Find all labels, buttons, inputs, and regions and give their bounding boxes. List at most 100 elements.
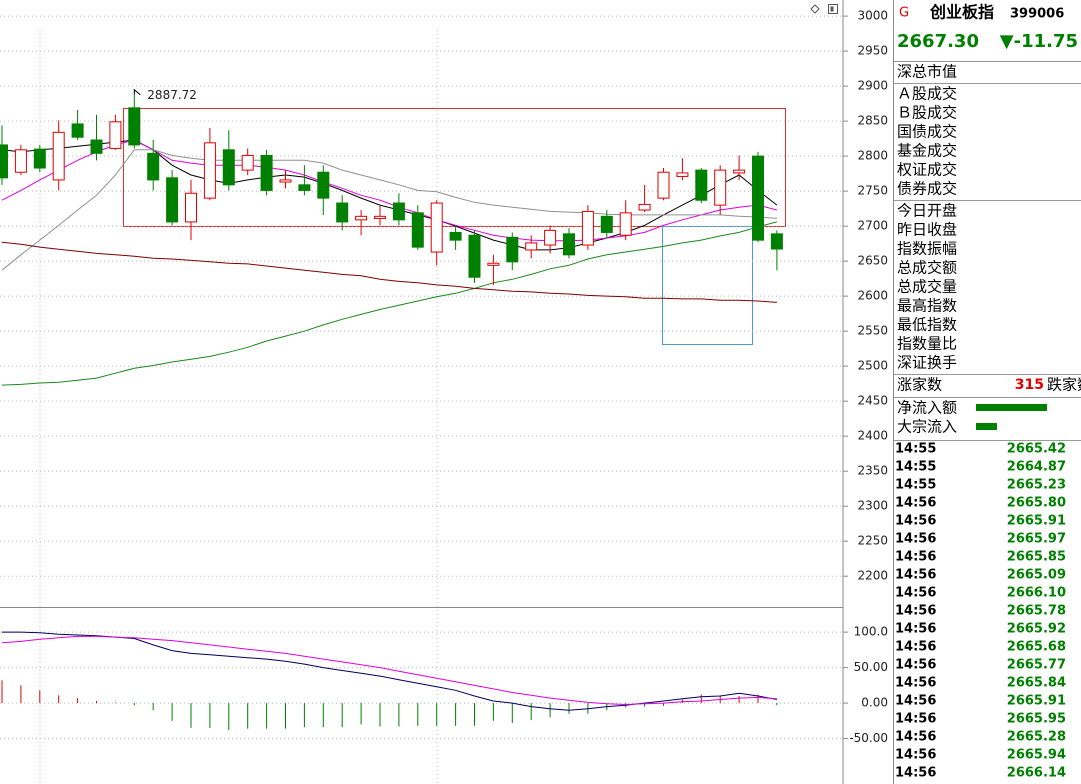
tick-price: 2665.91	[1007, 514, 1066, 529]
candle-body	[600, 215, 613, 233]
candle-body	[128, 107, 141, 146]
y-tick-label: 2850	[857, 114, 888, 128]
tick-time: 14:56	[895, 694, 936, 709]
candle-body	[525, 242, 538, 251]
y-tick-label: 2950	[857, 44, 888, 58]
candle-body	[109, 121, 122, 149]
index-name: 创业板指	[929, 3, 994, 22]
candle-body	[222, 149, 235, 186]
y-tick-label: 2650	[857, 254, 888, 268]
field-label: 最低指数	[897, 316, 957, 334]
candle-body	[14, 149, 27, 173]
tick-price: 2665.92	[1007, 622, 1066, 637]
candle-body	[506, 236, 519, 263]
tick-price: 2665.80	[1007, 496, 1066, 511]
tool-icon[interactable]	[810, 4, 820, 14]
candle-body	[374, 215, 386, 219]
candle-body	[449, 231, 462, 241]
tick-price: 2665.78	[1007, 604, 1066, 619]
tick-time: 14:56	[895, 496, 936, 511]
candle-body	[733, 169, 746, 174]
tick-time: 14:56	[895, 658, 936, 673]
tick-time: 14:55	[895, 460, 936, 475]
up-count: 315	[1015, 377, 1044, 393]
tool-icon[interactable]	[828, 4, 838, 14]
field-label: 国债成交	[897, 123, 957, 141]
tick-time: 14:56	[895, 640, 936, 655]
y-tick-label: 0.00	[861, 696, 888, 710]
candle-body	[714, 169, 727, 206]
annotation-hook	[133, 88, 141, 96]
indicator-line	[1, 149, 777, 271]
plots: 3000 2950 2900 2850 2800 2750 2700 2650 2600 2550…	[0, 9, 888, 745]
candle-body	[638, 203, 651, 211]
candle-body	[185, 192, 197, 223]
candle-body	[298, 184, 311, 191]
candle-body	[752, 155, 764, 241]
tick-time: 14:56	[895, 622, 936, 637]
field-label: 总成交量	[897, 278, 957, 296]
y-tick-label: 2750	[857, 184, 888, 198]
y-tick-label: 50.00	[854, 660, 888, 674]
indicator-line	[1, 221, 778, 386]
tick-time: 14:56	[895, 766, 936, 781]
candle-body	[695, 169, 708, 201]
candle-body	[411, 212, 424, 248]
code-mark: G	[899, 6, 909, 21]
field-label: 债券成交	[897, 180, 957, 198]
tick-price: 2665.77	[1007, 658, 1066, 673]
candle-body	[563, 233, 575, 256]
tick-time: 14:56	[895, 550, 936, 565]
candle-body	[33, 148, 46, 169]
tick-price: 2665.23	[1007, 478, 1066, 493]
candle-body	[166, 177, 179, 223]
y-tick-label: 2450	[857, 394, 888, 408]
indicator-line	[1, 241, 777, 303]
tick-price: 2665.68	[1007, 640, 1066, 655]
flow-bar	[976, 423, 997, 430]
candle-body	[619, 212, 632, 236]
candle-body	[203, 142, 216, 199]
candle-body	[71, 123, 84, 138]
candle-body	[336, 202, 349, 223]
indicator-line	[2, 631, 777, 711]
candle-body	[90, 139, 103, 154]
field-label: 今日开盘	[897, 202, 957, 220]
tick-price: 2665.91	[1007, 694, 1066, 709]
y-tick-label: 2200	[857, 569, 888, 583]
tick-time: 14:56	[895, 730, 936, 745]
quote-panel: G 创业板指 399006 2667.30 ▼-11.75 深总市值 Ａ股成交Ｂ股…	[894, 3, 1081, 781]
tick-time: 14:56	[895, 586, 936, 601]
field-label: 深总市值	[897, 63, 957, 81]
candle-body	[279, 179, 292, 183]
tick-time: 14:56	[895, 676, 936, 691]
field-label: 权证成交	[897, 161, 957, 179]
y-tick-label: 100.0	[854, 625, 888, 639]
y-tick-label: 2400	[857, 429, 888, 443]
y-tick-label: 2500	[857, 359, 888, 373]
candle-body	[52, 131, 65, 181]
field-label: Ａ股成交	[897, 85, 957, 103]
tick-time: 14:56	[895, 748, 936, 763]
candle-body	[241, 154, 254, 171]
tick-time: 14:55	[895, 442, 936, 457]
up-count-label: 涨家数	[897, 376, 942, 394]
index-code: 399006	[1010, 7, 1064, 22]
candle-body	[0, 144, 8, 179]
tick-price: 2665.95	[1007, 712, 1066, 727]
tick-price: 2665.28	[1007, 730, 1066, 745]
tick-price: 2665.94	[1007, 748, 1066, 763]
candle-body	[676, 172, 689, 177]
field-label: 昨日收盘	[897, 221, 957, 239]
price-change: ▼-11.75	[1000, 31, 1078, 52]
tick-price: 2665.42	[1007, 442, 1066, 457]
candle-body	[544, 229, 557, 246]
y-tick-label: 2250	[857, 534, 888, 548]
field-label: 最高指数	[897, 297, 957, 315]
candle-body	[260, 154, 273, 191]
flow-label: 净流入额	[897, 399, 957, 417]
candle-body	[581, 210, 594, 246]
y-tick-label: 2900	[857, 79, 888, 93]
